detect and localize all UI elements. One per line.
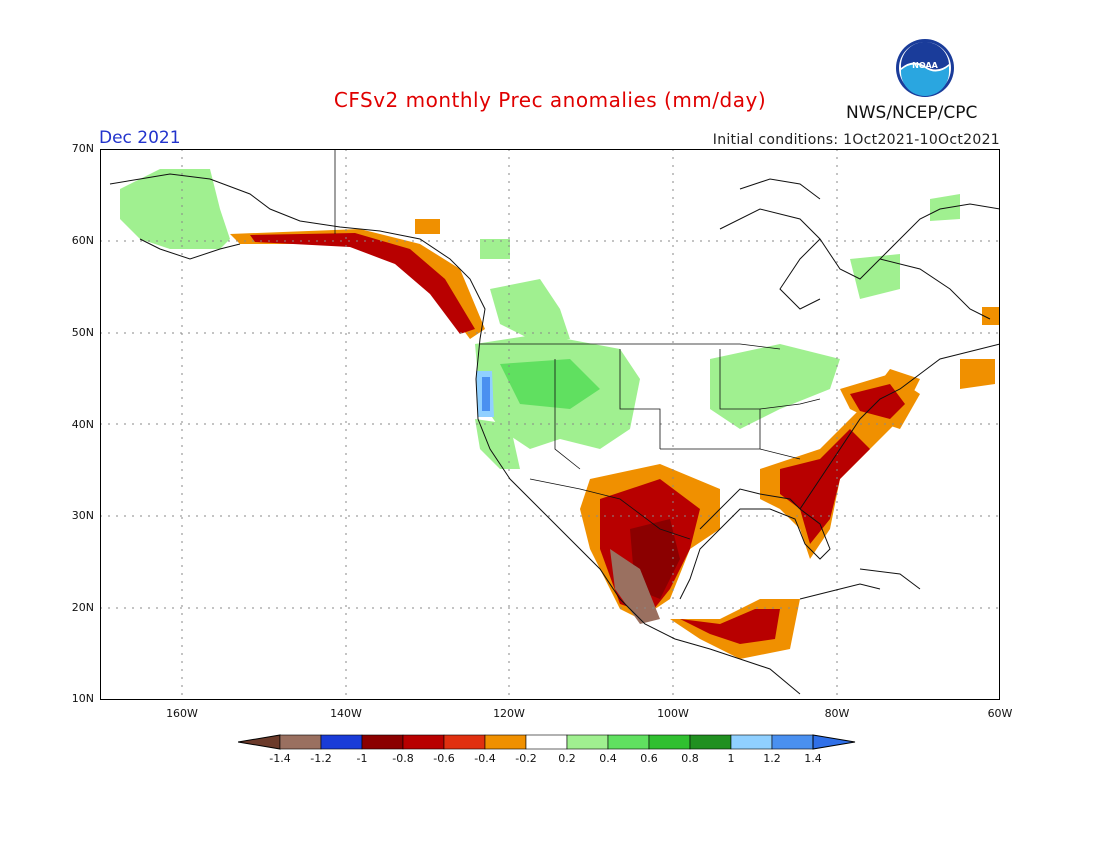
agency-label: NWS/NCEP/CPC [846, 103, 978, 123]
graticule [100, 149, 1000, 700]
dry-anomaly-alaska-coast-red [250, 233, 475, 334]
noaa-logo-text: NOAA [912, 61, 938, 70]
colorbar-label: 1.2 [763, 752, 781, 765]
forecast-month: Dec 2021 [99, 128, 181, 148]
lat-label: 10N [71, 692, 94, 705]
lon-label: 60W [987, 707, 1013, 720]
initial-conditions: Initial conditions: 1Oct2021-10Oct2021 [712, 132, 1000, 148]
wet-anomaly-labrador [930, 194, 960, 221]
lon-label: 120W [493, 707, 525, 720]
dry-anomaly-nova-scotia [960, 359, 995, 389]
wet-anomaly-quebec [850, 254, 900, 299]
colorbar-cell [771, 734, 814, 750]
colorbar-label: -0.6 [433, 752, 455, 765]
colorbar-cell [525, 734, 568, 750]
wet-anomaly-california [475, 419, 520, 469]
colorbar-label: 0.2 [558, 752, 576, 765]
lat-label: 40N [71, 418, 94, 431]
colorbar-cell [689, 734, 732, 750]
lat-label: 50N [71, 326, 94, 339]
colorbar-label: 1.4 [804, 752, 822, 765]
colorbar-label: -1.4 [269, 752, 291, 765]
wet-anomaly-northwest-strong [500, 359, 600, 409]
lon-label: 140W [330, 707, 362, 720]
chart-title: CFSv2 monthly Prec anomalies (mm/day) [333, 88, 767, 112]
wet-anomaly-lower-left [480, 239, 510, 259]
lat-label: 20N [71, 601, 94, 614]
colorbar-label: -1 [356, 752, 368, 765]
colorbar-cell [484, 734, 527, 750]
colorbar-cell [320, 734, 363, 750]
colorbar-cell [607, 734, 650, 750]
wet-anomaly-alaska [120, 169, 230, 249]
colorbar-label: -1.2 [310, 752, 332, 765]
wet-anomaly-bc-interior [490, 279, 570, 339]
lat-label: 60N [71, 234, 94, 247]
colorbar-arrow-left [238, 734, 281, 750]
dry-anomaly-alaska-coast [230, 229, 485, 339]
colorbar-cell [402, 734, 445, 750]
colorbar-label: 0.6 [640, 752, 658, 765]
dry-anomaly-newfoundland [982, 307, 1000, 325]
colorbar-cell [648, 734, 691, 750]
anomaly-fields [120, 169, 1000, 659]
lon-label: 160W [166, 707, 198, 720]
lon-label: 100W [657, 707, 689, 720]
colorbar [238, 734, 856, 750]
colorbar-cell [730, 734, 773, 750]
lon-label: 80W [824, 707, 850, 720]
colorbar-cell [279, 734, 322, 750]
colorbar-label: 1 [727, 752, 735, 765]
dry-anomaly-central-america-red [680, 609, 780, 644]
dry-anomaly-mexico-coast [610, 549, 660, 624]
colorbar-label: 0.8 [681, 752, 699, 765]
colorbar-label: 0.4 [599, 752, 617, 765]
noaa-logo: NOAA [896, 39, 954, 97]
colorbar-label: -0.8 [392, 752, 414, 765]
colorbar-cell [361, 734, 404, 750]
colorbar-cell [443, 734, 486, 750]
precip-anomaly-map [100, 149, 1000, 700]
lat-label: 30N [71, 509, 94, 522]
lat-label: 70N [71, 142, 94, 155]
political-borders [334, 149, 821, 540]
colorbar-label: -0.2 [515, 752, 537, 765]
dry-anomaly-southeast-red [780, 429, 870, 544]
coastlines [109, 173, 1000, 695]
strong-wet-oregon-core [482, 377, 490, 411]
dry-anomaly-yukon [415, 219, 440, 234]
wet-anomaly-great-lakes [710, 344, 840, 429]
colorbar-label: -0.4 [474, 752, 496, 765]
colorbar-arrow-right [812, 734, 856, 750]
colorbar-cell [566, 734, 609, 750]
